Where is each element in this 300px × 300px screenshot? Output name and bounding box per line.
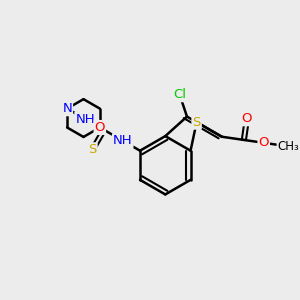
Text: O: O	[242, 112, 252, 125]
Text: S: S	[192, 116, 201, 129]
Text: NH: NH	[75, 112, 95, 125]
Text: NH: NH	[113, 134, 133, 147]
Text: Cl: Cl	[173, 88, 186, 101]
Text: N: N	[62, 102, 72, 115]
Text: S: S	[88, 143, 97, 156]
Text: N: N	[62, 102, 72, 115]
Text: O: O	[258, 136, 269, 149]
Text: CH₃: CH₃	[278, 140, 299, 153]
Text: O: O	[94, 121, 105, 134]
